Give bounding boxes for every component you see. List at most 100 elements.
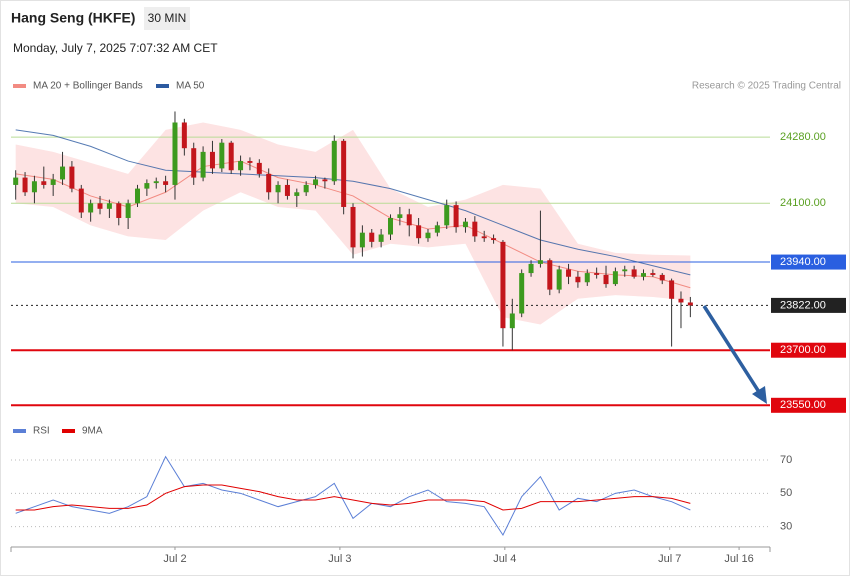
- candle-body: [462, 221, 468, 228]
- candle-body: [359, 232, 365, 248]
- title: Hang Seng (HKFE): [11, 10, 135, 26]
- candle-body: [125, 203, 131, 218]
- legend-label: RSI: [33, 426, 50, 437]
- candle-body: [294, 192, 300, 196]
- candle-body: [603, 274, 609, 285]
- candle-body: [313, 179, 319, 185]
- candle-body: [172, 122, 178, 185]
- candle-body: [556, 269, 562, 290]
- legend-swatch: [13, 84, 26, 88]
- candle-body: [209, 151, 215, 169]
- candle-body: [622, 269, 628, 272]
- candle-body: [238, 161, 244, 171]
- candle-body: [144, 183, 150, 189]
- candle-body: [509, 313, 515, 329]
- level-label: 23700.00: [780, 344, 826, 356]
- candle-body: [528, 263, 534, 274]
- projection-arrow: [702, 305, 761, 393]
- candle-body: [50, 179, 56, 185]
- candle-body: [659, 274, 665, 281]
- legend-label: MA 50: [176, 81, 205, 92]
- level-label: 23550.00: [780, 399, 826, 411]
- candle-body: [31, 181, 37, 193]
- x-tick-label: Jul 16: [724, 553, 753, 565]
- legend-swatch: [62, 429, 75, 433]
- candle-body: [425, 232, 431, 239]
- candle-body: [341, 140, 347, 207]
- legend-label: 9MA: [82, 426, 103, 437]
- candle-body: [575, 276, 581, 283]
- legend-swatch: [13, 429, 26, 433]
- x-tick-label: Jul 2: [163, 553, 186, 565]
- x-tick-label: Jul 4: [493, 553, 516, 565]
- level-label: 23822.00: [780, 299, 826, 311]
- candle-body: [303, 184, 309, 193]
- candle-body: [350, 206, 356, 248]
- candle-body: [331, 140, 337, 182]
- timestamp: Monday, July 7, 2025 7:07:32 AM CET: [13, 41, 218, 55]
- candle-body: [266, 173, 272, 193]
- candle-body: [78, 188, 84, 213]
- candle-body: [650, 273, 656, 275]
- level-label: 24100.00: [780, 197, 826, 209]
- candle-body: [631, 269, 637, 277]
- candle-body: [594, 273, 600, 275]
- rsi-tick-label: 50: [780, 487, 792, 499]
- level-label-box: [771, 297, 846, 313]
- candle-body: [388, 217, 393, 235]
- candle-body: [547, 260, 553, 290]
- candle-body: [678, 298, 684, 303]
- legend-swatch: [156, 84, 169, 88]
- candle-body: [481, 236, 487, 239]
- rsi-line: [15, 484, 691, 511]
- candle-body: [369, 232, 375, 242]
- candle-body: [135, 188, 140, 204]
- candle-body: [641, 273, 646, 277]
- candle-body: [584, 273, 590, 283]
- candle-body: [163, 181, 169, 185]
- candle-body: [106, 203, 112, 209]
- legend-label: MA 20 + Bollinger Bands: [33, 81, 143, 92]
- x-tick-label: Jul 3: [328, 553, 351, 565]
- candle-body: [41, 181, 47, 185]
- candle-body: [406, 214, 412, 226]
- x-tick-label: Jul 7: [658, 553, 681, 565]
- candle-body: [519, 273, 525, 314]
- candle-body: [669, 280, 675, 299]
- candle-body: [247, 161, 253, 163]
- candle-body: [228, 142, 234, 171]
- candle-body: [88, 203, 94, 213]
- candle-body: [500, 241, 506, 329]
- candle-body: [453, 205, 459, 228]
- level-label: 23940.00: [780, 256, 826, 268]
- candle-body: [69, 166, 75, 189]
- rsi-line: [15, 455, 691, 537]
- interval-box: [144, 7, 190, 30]
- candle-body: [444, 205, 450, 226]
- candle-body: [116, 203, 122, 218]
- candle-body: [416, 225, 422, 239]
- candle-body: [60, 166, 66, 180]
- projection-arrowhead: [752, 386, 767, 404]
- candle-body: [566, 269, 572, 277]
- candle-body: [687, 302, 693, 306]
- candle-body: [378, 234, 384, 242]
- rsi-tick-label: 70: [780, 454, 792, 466]
- candle-body: [397, 214, 403, 218]
- candle-body: [284, 184, 290, 196]
- level-label-box: [771, 397, 846, 413]
- credit: Research © 2025 Trading Central: [692, 81, 841, 92]
- level-label: 24280.00: [780, 131, 826, 143]
- candle-body: [434, 225, 440, 233]
- candle-body: [181, 122, 187, 149]
- candle-body: [537, 260, 543, 264]
- candle-body: [275, 184, 281, 193]
- candle-body: [97, 203, 103, 209]
- rsi-tick-label: 30: [780, 521, 792, 533]
- ma-line: [15, 129, 691, 276]
- candle-body: [219, 142, 225, 169]
- candle-body: [256, 162, 262, 174]
- candle-body: [191, 148, 197, 178]
